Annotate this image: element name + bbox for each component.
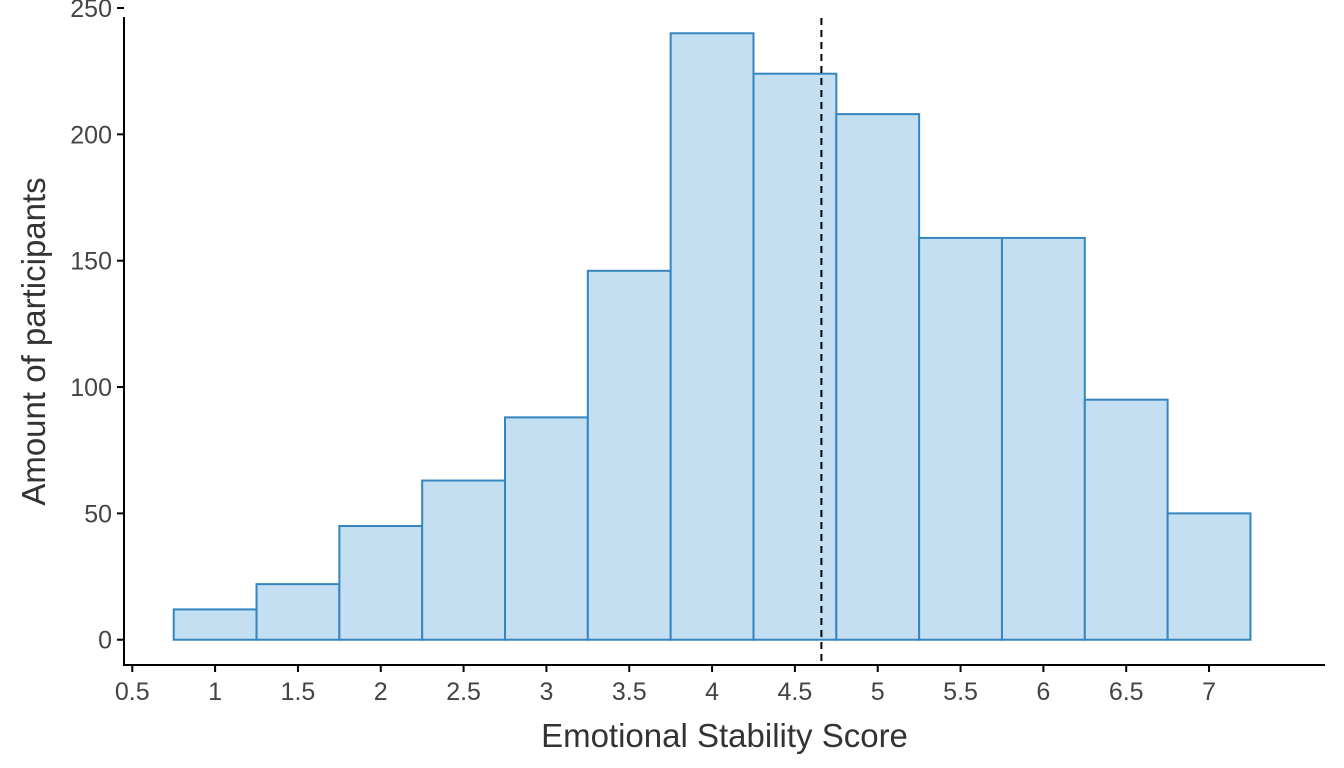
y-axis-title: Amount of participants — [15, 177, 52, 505]
histogram-bar-4.5 — [752, 72, 838, 641]
histogram-bar-2 — [338, 525, 424, 641]
histogram-bar-5.5 — [918, 236, 1003, 641]
x-tick-label: 6 — [1036, 678, 1050, 706]
x-tick-label: 4 — [705, 678, 719, 706]
histogram-bar-3.5 — [586, 269, 672, 641]
x-tick-label: 3.5 — [612, 678, 647, 706]
x-tick-label: 6.5 — [1109, 678, 1144, 706]
histogram-bar-4 — [669, 32, 755, 641]
histogram-bar-1 — [172, 608, 258, 641]
x-axis-title: Emotional Stability Score — [541, 717, 908, 754]
histogram-bar-7 — [1166, 512, 1252, 641]
y-tick-label: 50 — [84, 500, 112, 528]
x-tick-label: 2 — [374, 678, 388, 706]
y-ticks-group: 0 50 100 150 200 250 — [70, 0, 124, 655]
x-tick-label: 1 — [208, 678, 222, 706]
x-tick-label: 1.5 — [281, 678, 316, 706]
x-tick-label: 4.5 — [778, 678, 813, 706]
histogram-bar-5 — [835, 113, 921, 641]
x-tick-label: 0.5 — [115, 678, 150, 706]
x-tick-label: 7 — [1202, 678, 1216, 706]
x-tick-label: 5.5 — [943, 678, 978, 706]
histogram-bar-6.5 — [1083, 398, 1169, 641]
y-tick-label: 250 — [70, 0, 112, 23]
y-tick-label: 100 — [70, 374, 112, 402]
histogram-bar-6 — [1000, 236, 1086, 641]
y-tick-label: 0 — [98, 627, 112, 655]
y-tick-label: 200 — [70, 121, 112, 149]
y-tick-label: 150 — [70, 248, 112, 276]
x-tick-label: 2.5 — [446, 678, 481, 706]
histogram-bar-3 — [504, 416, 589, 641]
axes-group — [123, 17, 1325, 666]
histogram-bar-1.5 — [255, 583, 341, 641]
x-tick-label: 5 — [871, 678, 885, 706]
bars-group — [172, 32, 1252, 641]
histogram-bar-2.5 — [421, 479, 507, 641]
x-ticks-group: 0.5 1 1.5 2 2.5 3 3.5 4 4.5 5 5.5 6 6.5 7 — [115, 665, 1216, 706]
x-tick-label: 3 — [539, 678, 553, 706]
